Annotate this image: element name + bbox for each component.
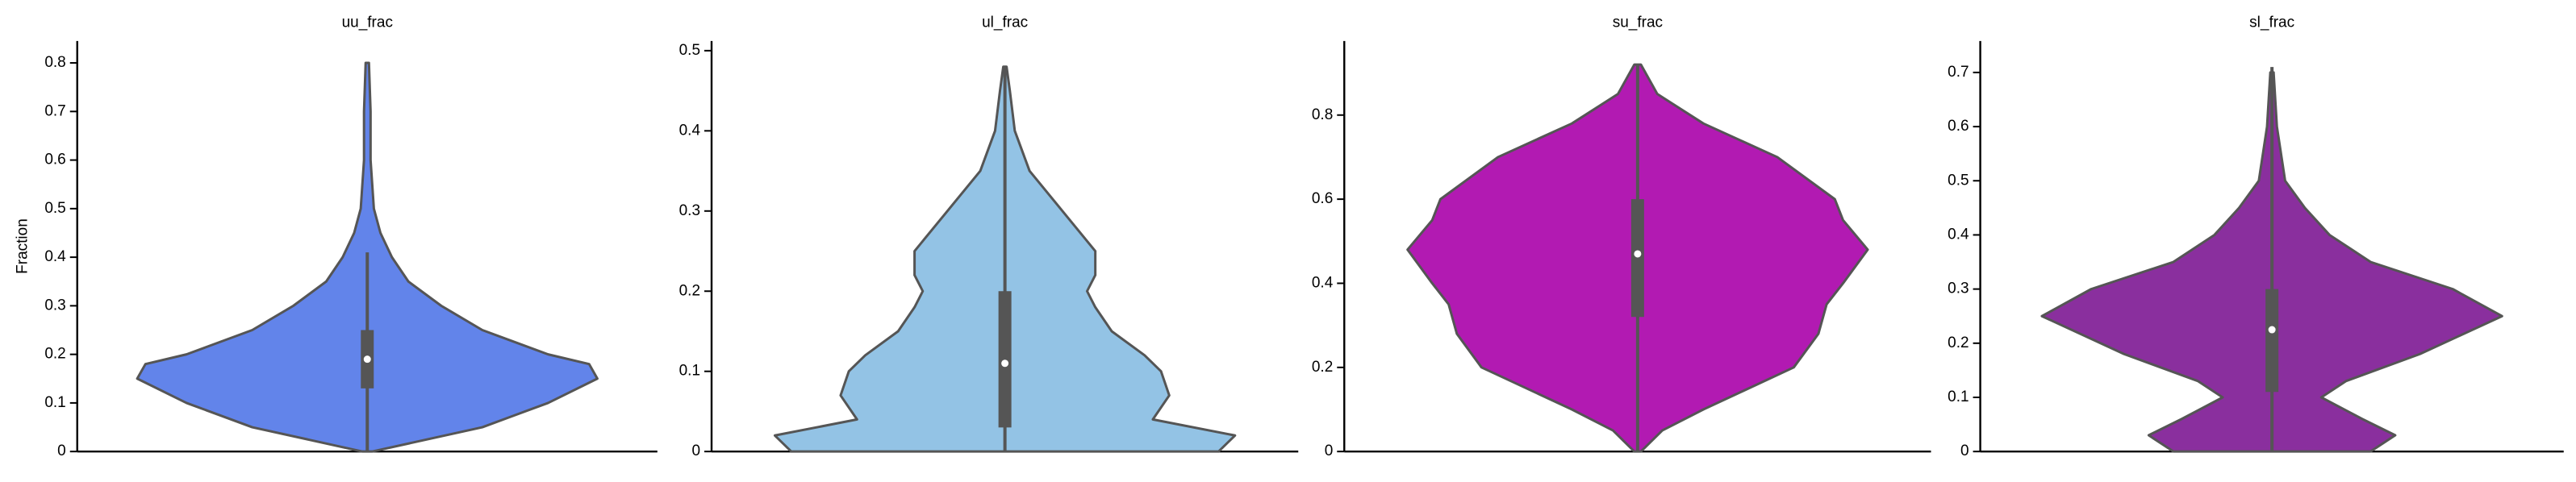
y-tick-label: 0.5 (679, 42, 700, 59)
panel-title: sl_frac (2249, 15, 2294, 31)
box (1630, 199, 1644, 318)
y-tick-label: 0.6 (44, 152, 65, 168)
y-tick-label: 0.4 (1948, 226, 1969, 243)
y-tick-label: 0 (1325, 443, 1334, 459)
y-tick-label: 0.1 (1948, 389, 1969, 405)
box (2265, 289, 2279, 393)
y-tick-label: 0.2 (44, 346, 65, 363)
median (1634, 250, 1642, 258)
y-tick-label: 0.6 (1948, 118, 1969, 135)
y-tick-label: 0 (1960, 443, 1969, 459)
y-tick-label: 0.5 (44, 200, 65, 217)
y-axis-label: Fraction (15, 218, 31, 274)
panel-title: uu_frac (342, 15, 393, 31)
box (998, 291, 1012, 428)
median (363, 355, 371, 364)
y-tick-label: 0.3 (679, 202, 700, 219)
y-tick-label: 0.1 (44, 394, 65, 411)
y-tick-label: 0.2 (1948, 334, 1969, 351)
panel-title: su_frac (1613, 15, 1663, 31)
median (1001, 359, 1009, 368)
y-tick-label: 0.6 (1312, 190, 1333, 207)
y-tick-label: 0.8 (44, 54, 65, 71)
y-tick-label: 0.4 (679, 122, 701, 139)
y-tick-label: 0 (57, 443, 66, 459)
y-tick-label: 0.8 (1312, 106, 1333, 123)
y-tick-label: 0.3 (1948, 280, 1969, 297)
y-tick-label: 0.3 (44, 297, 65, 314)
median (2268, 326, 2276, 334)
panel-title: ul_frac (982, 15, 1028, 31)
y-tick-label: 0.4 (1312, 274, 1334, 291)
y-tick-label: 0.7 (1948, 64, 1969, 81)
y-tick-label: 0.5 (1948, 172, 1969, 189)
y-tick-label: 0.2 (679, 282, 700, 299)
y-tick-label: 0.4 (44, 248, 66, 265)
y-tick-label: 0.1 (679, 363, 700, 380)
y-tick-label: 0 (691, 443, 700, 459)
y-tick-label: 0.7 (44, 102, 65, 119)
y-tick-label: 0.2 (1312, 359, 1333, 376)
